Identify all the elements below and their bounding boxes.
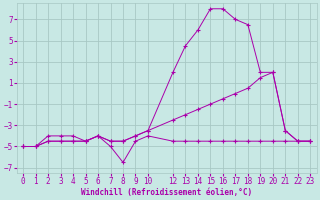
X-axis label: Windchill (Refroidissement éolien,°C): Windchill (Refroidissement éolien,°C)	[81, 188, 252, 197]
